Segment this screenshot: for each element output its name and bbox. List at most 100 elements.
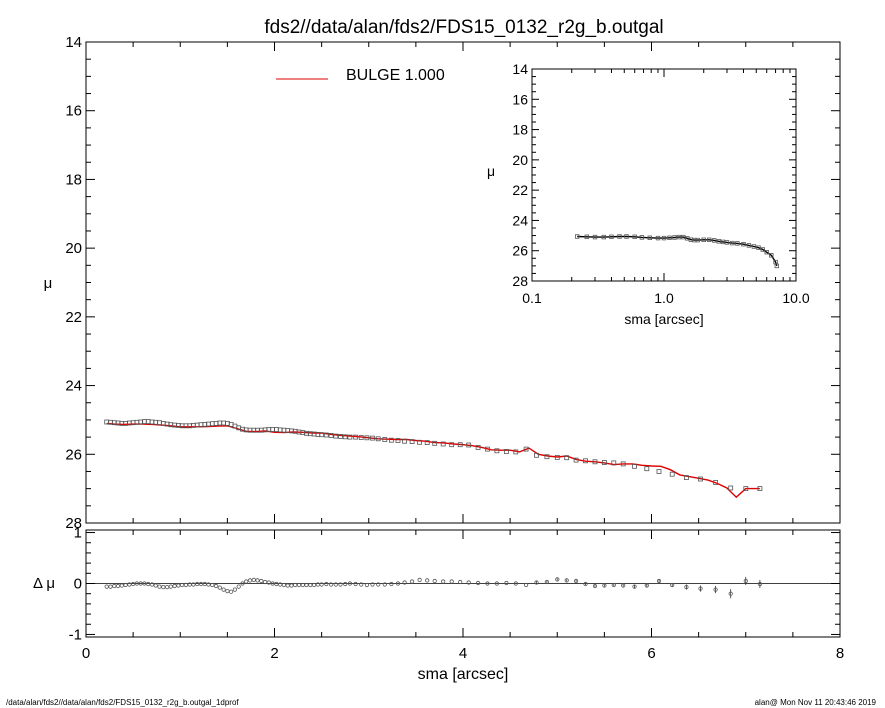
inset-y-tick-label: 14 [512, 61, 528, 77]
residual-point-marker [504, 580, 509, 586]
inset-y-tick-label: 18 [512, 122, 528, 138]
inset-data-point [756, 245, 761, 250]
main-plot-series [104, 419, 763, 499]
data-point-marker [157, 420, 162, 426]
inset-data-point [720, 239, 726, 245]
inset-axes: 14 16 18 20 22 24 26 280.1 1.0 10.0 [512, 61, 809, 306]
data-point-marker [395, 438, 401, 443]
data-point-marker [209, 421, 215, 427]
inset-x-tick-label: 0.1 [522, 290, 542, 306]
inset-data-point [639, 235, 645, 240]
residual-point-marker [370, 582, 375, 587]
residual-point-marker [308, 582, 313, 588]
data-point-marker [554, 454, 560, 460]
data-point-marker [523, 446, 529, 452]
data-point-marker [632, 463, 637, 469]
residual-point-marker [656, 578, 662, 584]
residual-point-marker [229, 589, 234, 594]
inset-y-tick-label: 28 [512, 273, 528, 289]
data-point-marker [342, 434, 348, 440]
residual-point-marker [485, 581, 490, 586]
residual-point-marker [281, 582, 286, 588]
main-y-tick-label: 16 [65, 103, 82, 120]
inset-data-point [667, 235, 672, 240]
data-point-marker [620, 461, 626, 467]
residual-x-tick-label: 2 [270, 645, 278, 662]
residual-point-marker [432, 578, 437, 584]
residual-x-tick-label: 6 [647, 645, 655, 662]
data-point-marker [375, 436, 381, 442]
residual-point-marker [347, 581, 352, 586]
residual-point-marker [304, 582, 309, 588]
residual-point-marker [244, 579, 249, 584]
residual-point-marker [713, 587, 718, 592]
data-point-marker [449, 442, 455, 448]
residual-point-marker [602, 583, 607, 588]
inset-data-point [716, 239, 721, 244]
inset-data-point [609, 234, 614, 239]
inset-data-point [730, 240, 735, 246]
data-point-marker [602, 460, 607, 465]
data-point-marker [145, 419, 151, 425]
residual-point-marker [149, 582, 155, 587]
residual-point-marker [338, 582, 343, 587]
data-point-marker [611, 460, 617, 466]
main-y-axis: 14 16 18 20 22 24 26 28 [65, 34, 841, 532]
residual-point-marker [376, 582, 381, 587]
residual-point-marker [382, 582, 387, 587]
residual-point-marker [247, 578, 253, 583]
residual-point-marker [270, 581, 275, 586]
data-point-marker [364, 435, 370, 441]
residual-point-marker [108, 584, 113, 589]
footer-filepath: /data/alan/fds2//data/alan/fds2/FDS15_01… [6, 698, 239, 707]
inset-data-point [701, 237, 706, 242]
data-point-marker [728, 485, 734, 491]
residual-plot-series [86, 576, 840, 599]
inset-data-point [746, 243, 752, 248]
main-y-tick-label: 14 [65, 34, 82, 51]
residual-point-marker [632, 584, 637, 589]
data-point-marker [417, 439, 423, 445]
residual-point-marker [319, 582, 324, 587]
residual-point-marker [523, 582, 529, 588]
main-y-axis-label: μ [44, 275, 53, 292]
inset-data-point [712, 238, 717, 243]
inset-data-point [760, 247, 765, 252]
residual-point-marker [195, 581, 200, 587]
data-point-marker [583, 458, 588, 464]
data-point-marker [475, 444, 481, 450]
residual-point-marker [583, 581, 588, 587]
residual-point-marker [198, 581, 204, 587]
residual-point-marker [293, 582, 298, 588]
residual-point-marker [573, 578, 579, 584]
inset-data-point [647, 235, 652, 240]
inset-y-tick-label: 20 [512, 152, 528, 168]
data-point-marker [409, 439, 415, 445]
residual-point-marker [449, 579, 454, 584]
residual-point-marker [611, 582, 616, 588]
main-profile-panel: 14 16 18 20 22 24 26 28 μ BULGE 1.000 [44, 34, 841, 532]
inset-y-tick-label: 22 [512, 182, 528, 198]
residual-point-marker [206, 582, 211, 587]
data-point-marker [669, 471, 675, 477]
data-point-marker [485, 446, 490, 452]
residual-point-marker [417, 577, 422, 583]
residual-point-marker [168, 584, 173, 589]
residual-point-marker [513, 581, 518, 586]
inset-profile-line [577, 235, 778, 267]
residual-point-marker [210, 582, 215, 588]
inset-data-point [751, 244, 757, 249]
inset-data-point [592, 234, 598, 240]
inset-data-point [695, 237, 700, 243]
data-point-marker [319, 432, 325, 438]
inset-data-point [601, 234, 606, 240]
inset-data-point [774, 263, 779, 269]
main-y-tick-label: 22 [65, 309, 82, 326]
inset-data-point [655, 235, 661, 241]
residual-point-marker [191, 582, 196, 587]
residual-point-marker [670, 582, 675, 588]
inset-data-point [676, 234, 682, 240]
residual-point-marker [621, 583, 626, 588]
residual-point-marker [364, 582, 369, 588]
residual-point-marker [289, 583, 294, 588]
